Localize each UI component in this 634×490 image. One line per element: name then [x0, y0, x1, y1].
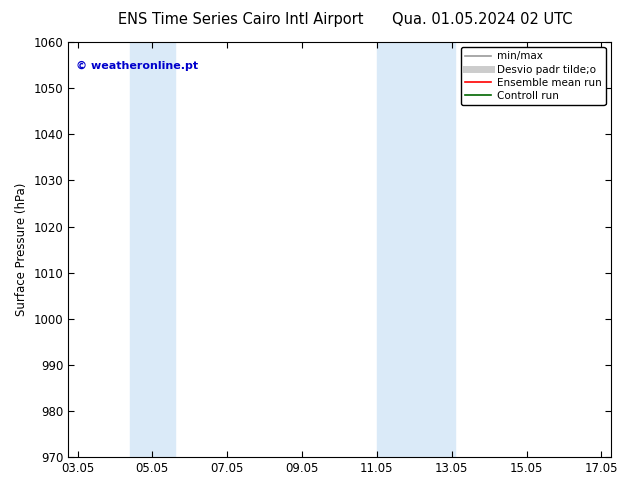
Text: Qua. 01.05.2024 02 UTC: Qua. 01.05.2024 02 UTC	[392, 12, 572, 27]
Y-axis label: Surface Pressure (hPa): Surface Pressure (hPa)	[15, 183, 28, 316]
Text: © weatheronline.pt: © weatheronline.pt	[76, 61, 198, 71]
Legend: min/max, Desvio padr tilde;o, Ensemble mean run, Controll run: min/max, Desvio padr tilde;o, Ensemble m…	[461, 47, 605, 105]
Bar	[377, 42, 455, 457]
Text: ENS Time Series Cairo Intl Airport: ENS Time Series Cairo Intl Airport	[118, 12, 364, 27]
Bar	[130, 42, 175, 457]
